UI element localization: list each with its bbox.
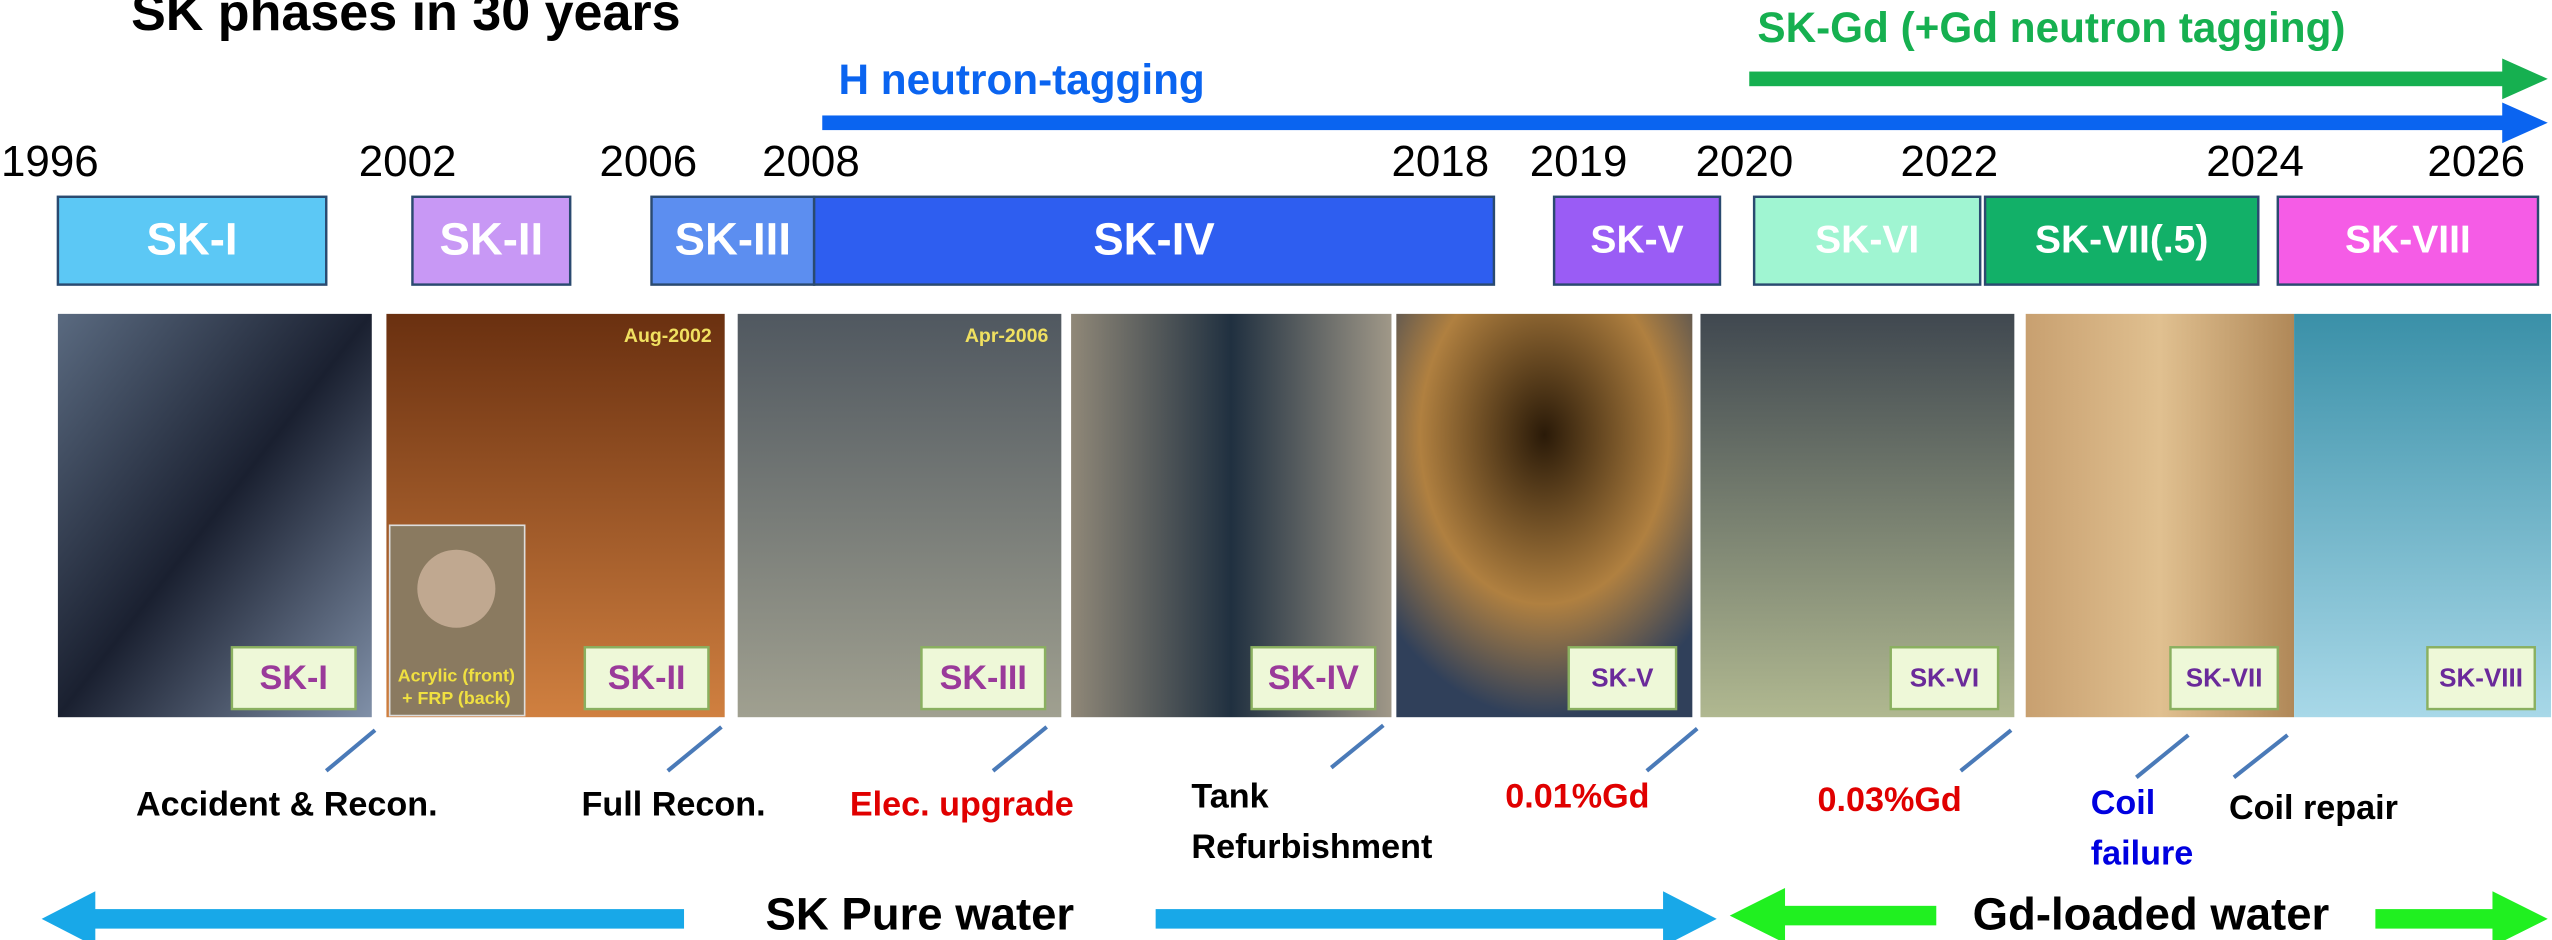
arrow-shaft	[1749, 72, 2505, 87]
pointer	[326, 730, 375, 771]
arrow-shaft	[2375, 909, 2497, 929]
photo-label: SK-I	[260, 659, 328, 697]
event-label: 0.01%Gd	[1505, 778, 1649, 816]
phase-label: SK-VII(.5)	[2035, 219, 2208, 262]
phase-label: SK-VI	[1815, 219, 1919, 262]
gd-tagging-arrow	[1749, 59, 2548, 100]
photo-label: SK-IV	[1268, 659, 1359, 697]
arrow-shaft	[822, 115, 2505, 130]
year-label: 2006	[599, 137, 697, 186]
pmt-icon	[417, 550, 495, 628]
photo-label: SK-V	[1591, 663, 1654, 693]
phase-label: SK-II	[439, 213, 543, 264]
event-label: Elec. upgrade	[850, 786, 1074, 824]
year-label: 2026	[2427, 137, 2525, 186]
arrow-shaft	[1156, 909, 1668, 929]
arrow-head	[1730, 888, 1785, 940]
event-label: Accident & Recon.	[136, 786, 438, 824]
page: { "title": "SK phases in 30 years", "gd_…	[0, 0, 2552, 940]
pure-water-label: SK Pure water	[766, 888, 1075, 939]
photo-note: + FRP (back)	[402, 688, 510, 708]
phase-label: SK-I	[147, 213, 238, 264]
slide: SK phases in 30 years SK-Gd (+Gd neutron …	[0, 0, 2552, 940]
year-label: 2002	[359, 137, 457, 186]
photo-date: Apr-2006	[965, 325, 1049, 347]
arrow-head	[1663, 891, 1717, 940]
pointer	[2234, 735, 2288, 777]
h-tagging-label: H neutron-tagging	[839, 56, 1205, 103]
gd-tagging-label: SK-Gd (+Gd neutron tagging)	[1757, 4, 2345, 51]
event-label: Tank	[1191, 778, 1269, 816]
event-label: Refurbishment	[1191, 828, 1432, 866]
gd-water-label: Gd-loaded water	[1973, 888, 2330, 939]
event-pointers	[326, 725, 2287, 777]
photo-label: SK-III	[940, 659, 1027, 697]
year-label: 2018	[1391, 137, 1489, 186]
year-label: 1996	[1, 137, 99, 186]
photo-label: SK-II	[608, 659, 686, 697]
phase-label: SK-VIII	[2345, 219, 2471, 262]
phase-label: SK-IV	[1093, 213, 1215, 264]
content: SK phases in 30 years SK-Gd (+Gd neutron …	[1, 0, 2551, 939]
phase-label: SK-V	[1590, 219, 1683, 262]
year-label: 2020	[1696, 137, 1794, 186]
year-label: 2008	[762, 137, 860, 186]
arrow-head	[42, 891, 96, 940]
event-label: Coil	[2091, 784, 2155, 822]
pointer	[1331, 725, 1383, 767]
photo-date: Aug-2002	[624, 325, 712, 347]
event-label: 0.03%Gd	[1818, 781, 1962, 819]
pointer	[668, 727, 722, 771]
photo-note: Acrylic (front)	[398, 665, 515, 685]
year-label: 2022	[1900, 137, 1998, 186]
pointer	[2136, 735, 2188, 777]
event-label: Coil repair	[2229, 789, 2398, 827]
year-label: 2019	[1530, 137, 1628, 186]
phase-label: SK-III	[675, 213, 791, 264]
arrow-head	[2492, 891, 2547, 940]
photo-label: SK-VIII	[2439, 663, 2523, 693]
title: SK phases in 30 years	[131, 0, 681, 42]
event-label: Full Recon.	[582, 786, 766, 824]
event-label: failure	[2091, 834, 2193, 872]
pointer	[1961, 730, 2011, 771]
pointer	[1647, 729, 1697, 771]
pointer	[993, 727, 1047, 771]
photo-label: SK-VI	[1910, 663, 1979, 693]
year-label: 2024	[2206, 137, 2304, 186]
arrow-head	[2502, 59, 2548, 100]
arrow-shaft	[90, 909, 684, 929]
arrow-shaft	[1782, 906, 1936, 926]
photo-label: SK-VII	[2186, 663, 2263, 693]
